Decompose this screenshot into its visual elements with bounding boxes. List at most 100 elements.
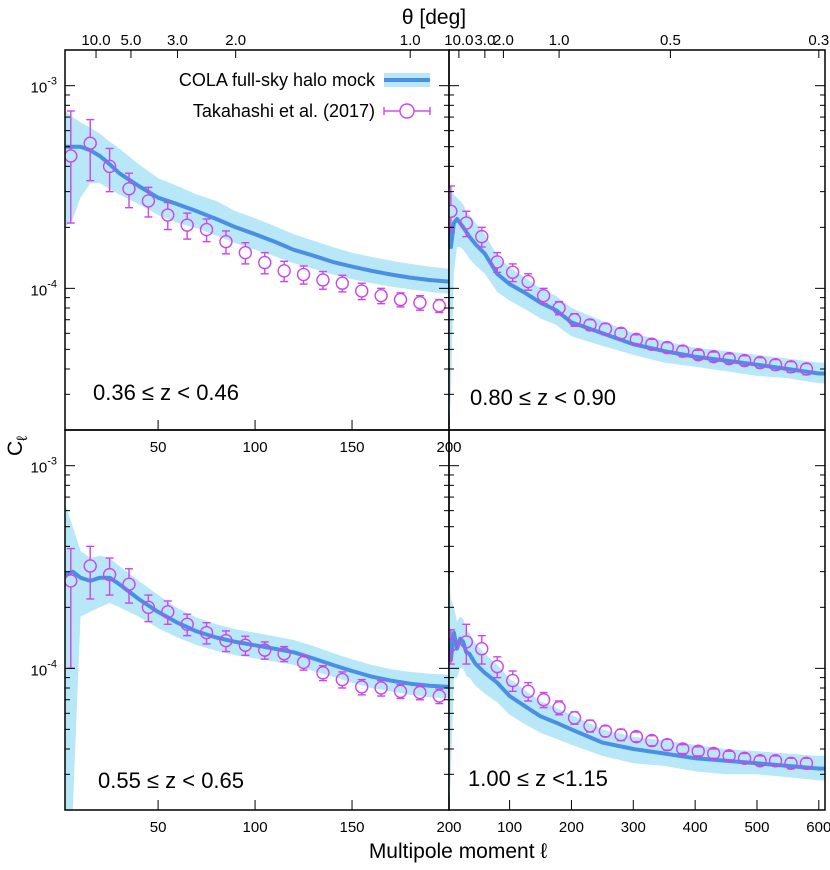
data-marker: [753, 355, 767, 370]
legend-circle: [399, 103, 415, 119]
data-marker: [536, 693, 551, 707]
top-tick-label: 5.0: [121, 32, 142, 49]
data-point: [521, 681, 535, 702]
data-marker: [614, 326, 628, 341]
data-point: [374, 287, 388, 305]
data-point: [432, 688, 447, 705]
y-tick-exponent: -4: [47, 658, 57, 670]
data-point: [552, 700, 566, 716]
data-marker: [258, 643, 272, 657]
x-tick-label: 100: [243, 819, 268, 836]
data-marker: [449, 638, 458, 652]
data-marker: [65, 149, 78, 163]
data-marker: [335, 276, 350, 290]
data-marker: [614, 728, 628, 742]
data-point: [238, 241, 253, 265]
data-point: [567, 711, 582, 725]
data-marker: [316, 666, 330, 680]
data-point: [316, 665, 330, 682]
top-tick-label: 0.5: [660, 32, 681, 49]
data-point: [296, 265, 311, 285]
data-marker: [521, 274, 535, 289]
data-point: [258, 251, 272, 275]
data-point: [219, 630, 233, 653]
data-point: [102, 557, 117, 596]
data-point: [784, 756, 798, 770]
x-tick-label: 150: [340, 819, 365, 836]
x-tick-label: 300: [621, 819, 646, 836]
data-point: [691, 744, 705, 758]
data-point: [449, 185, 458, 233]
data-point: [199, 621, 214, 645]
data-point: [141, 186, 156, 218]
x-tick-label: 150: [340, 439, 365, 456]
data-point: [413, 685, 427, 701]
data-marker: [552, 700, 566, 715]
data-marker: [645, 337, 659, 351]
data-point: [65, 110, 78, 224]
data-marker: [583, 719, 597, 733]
data-point: [141, 594, 156, 623]
data-point: [583, 719, 597, 733]
y-tick-mantissa: 10: [31, 282, 48, 299]
panel-frame: [64, 429, 450, 811]
data-point: [413, 294, 427, 311]
x-tick-label: 50: [150, 439, 167, 456]
y-tick-exponent: -4: [47, 278, 57, 290]
data-point: [629, 729, 644, 744]
data-point: [258, 641, 272, 660]
y-tick-exponent: -3: [47, 456, 57, 468]
data-marker: [753, 754, 767, 768]
data-point: [316, 270, 330, 290]
data-marker: [199, 625, 214, 640]
x-tick-label: 100: [243, 439, 268, 456]
x-tick-label: 500: [744, 819, 769, 836]
data-point: [614, 728, 628, 742]
y-axis-label-main: C: [4, 441, 27, 456]
data-marker: [660, 340, 675, 355]
data-marker: [413, 685, 427, 700]
data-marker: [393, 684, 408, 699]
panel-plot-area: [65, 110, 449, 314]
data-point: [536, 691, 551, 709]
data-point: [676, 344, 690, 358]
data-marker: [799, 756, 814, 770]
data-point: [161, 201, 175, 231]
data-marker: [722, 351, 736, 366]
data-point: [355, 678, 369, 696]
data-marker: [567, 711, 582, 725]
y-tick-label: 10-4: [31, 658, 57, 679]
data-marker: [219, 234, 233, 249]
y-tick-mantissa: 10: [31, 80, 48, 97]
data-marker: [521, 684, 535, 699]
redshift-label: 1.00 ≤ z <1.15: [468, 766, 608, 791]
data-point: [521, 273, 535, 291]
data-point: [449, 629, 458, 665]
model-line: [65, 144, 449, 284]
data-point: [660, 737, 675, 752]
top-tick-label: 10.0: [444, 32, 473, 49]
data-marker: [355, 680, 369, 694]
top-axis-label: θ [deg]: [402, 6, 466, 29]
data-marker: [660, 737, 675, 752]
data-marker: [83, 559, 97, 573]
model-band: [65, 111, 449, 294]
data-marker: [722, 749, 736, 763]
data-marker: [737, 751, 752, 765]
panel-plot-area: [449, 185, 825, 430]
data-point: [799, 756, 814, 770]
data-point: [614, 326, 628, 341]
data-point: [122, 568, 136, 604]
data-marker: [122, 577, 136, 591]
data-point: [706, 349, 721, 364]
redshift-label: 0.36 ≤ z < 0.46: [93, 380, 239, 405]
data-point: [490, 656, 504, 679]
data-marker: [490, 255, 504, 269]
data-marker: [432, 299, 447, 313]
data-point: [180, 212, 194, 240]
x-tick-label: 600: [806, 819, 830, 836]
y-tick-label: 10-3: [31, 76, 57, 97]
data-point: [475, 226, 489, 248]
